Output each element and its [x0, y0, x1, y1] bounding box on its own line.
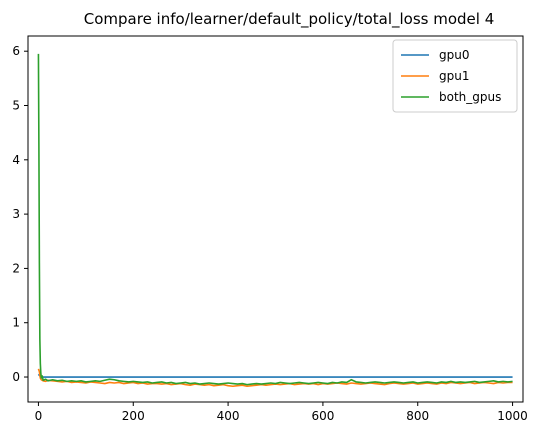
x-tick-label: 800 — [406, 409, 429, 423]
legend-label-gpu0: gpu0 — [439, 48, 469, 62]
legend-label-both_gpus: both_gpus — [439, 90, 501, 104]
y-tick-label: 1 — [12, 316, 20, 330]
series-line-both_gpus — [37, 53, 513, 386]
legend-label-gpu1: gpu1 — [439, 69, 469, 83]
y-tick-label: 2 — [12, 261, 20, 275]
y-tick-label: 5 — [12, 99, 20, 113]
y-tick-label: 3 — [12, 207, 20, 221]
y-tick-label: 6 — [12, 44, 20, 58]
y-tick-label: 0 — [12, 370, 20, 384]
legend-box — [392, 39, 518, 113]
x-tick-label: 600 — [311, 409, 334, 423]
legend: gpu0 gpu1 both_gpus — [392, 39, 518, 113]
axes-frame — [27, 35, 524, 403]
x-tick-label: 0 — [35, 409, 43, 423]
axis-ticks: 0 200 400 600 800 1000 0 1 2 3 4 5 6 — [12, 44, 527, 423]
x-tick-label: 200 — [122, 409, 145, 423]
series-line-gpu1 — [37, 368, 513, 388]
plot-area — [37, 53, 513, 388]
x-tick-label: 1000 — [497, 409, 528, 423]
x-tick-label: 400 — [217, 409, 240, 423]
chart-title: Compare info/learner/default_policy/tota… — [84, 10, 495, 29]
y-tick-label: 4 — [12, 153, 20, 167]
